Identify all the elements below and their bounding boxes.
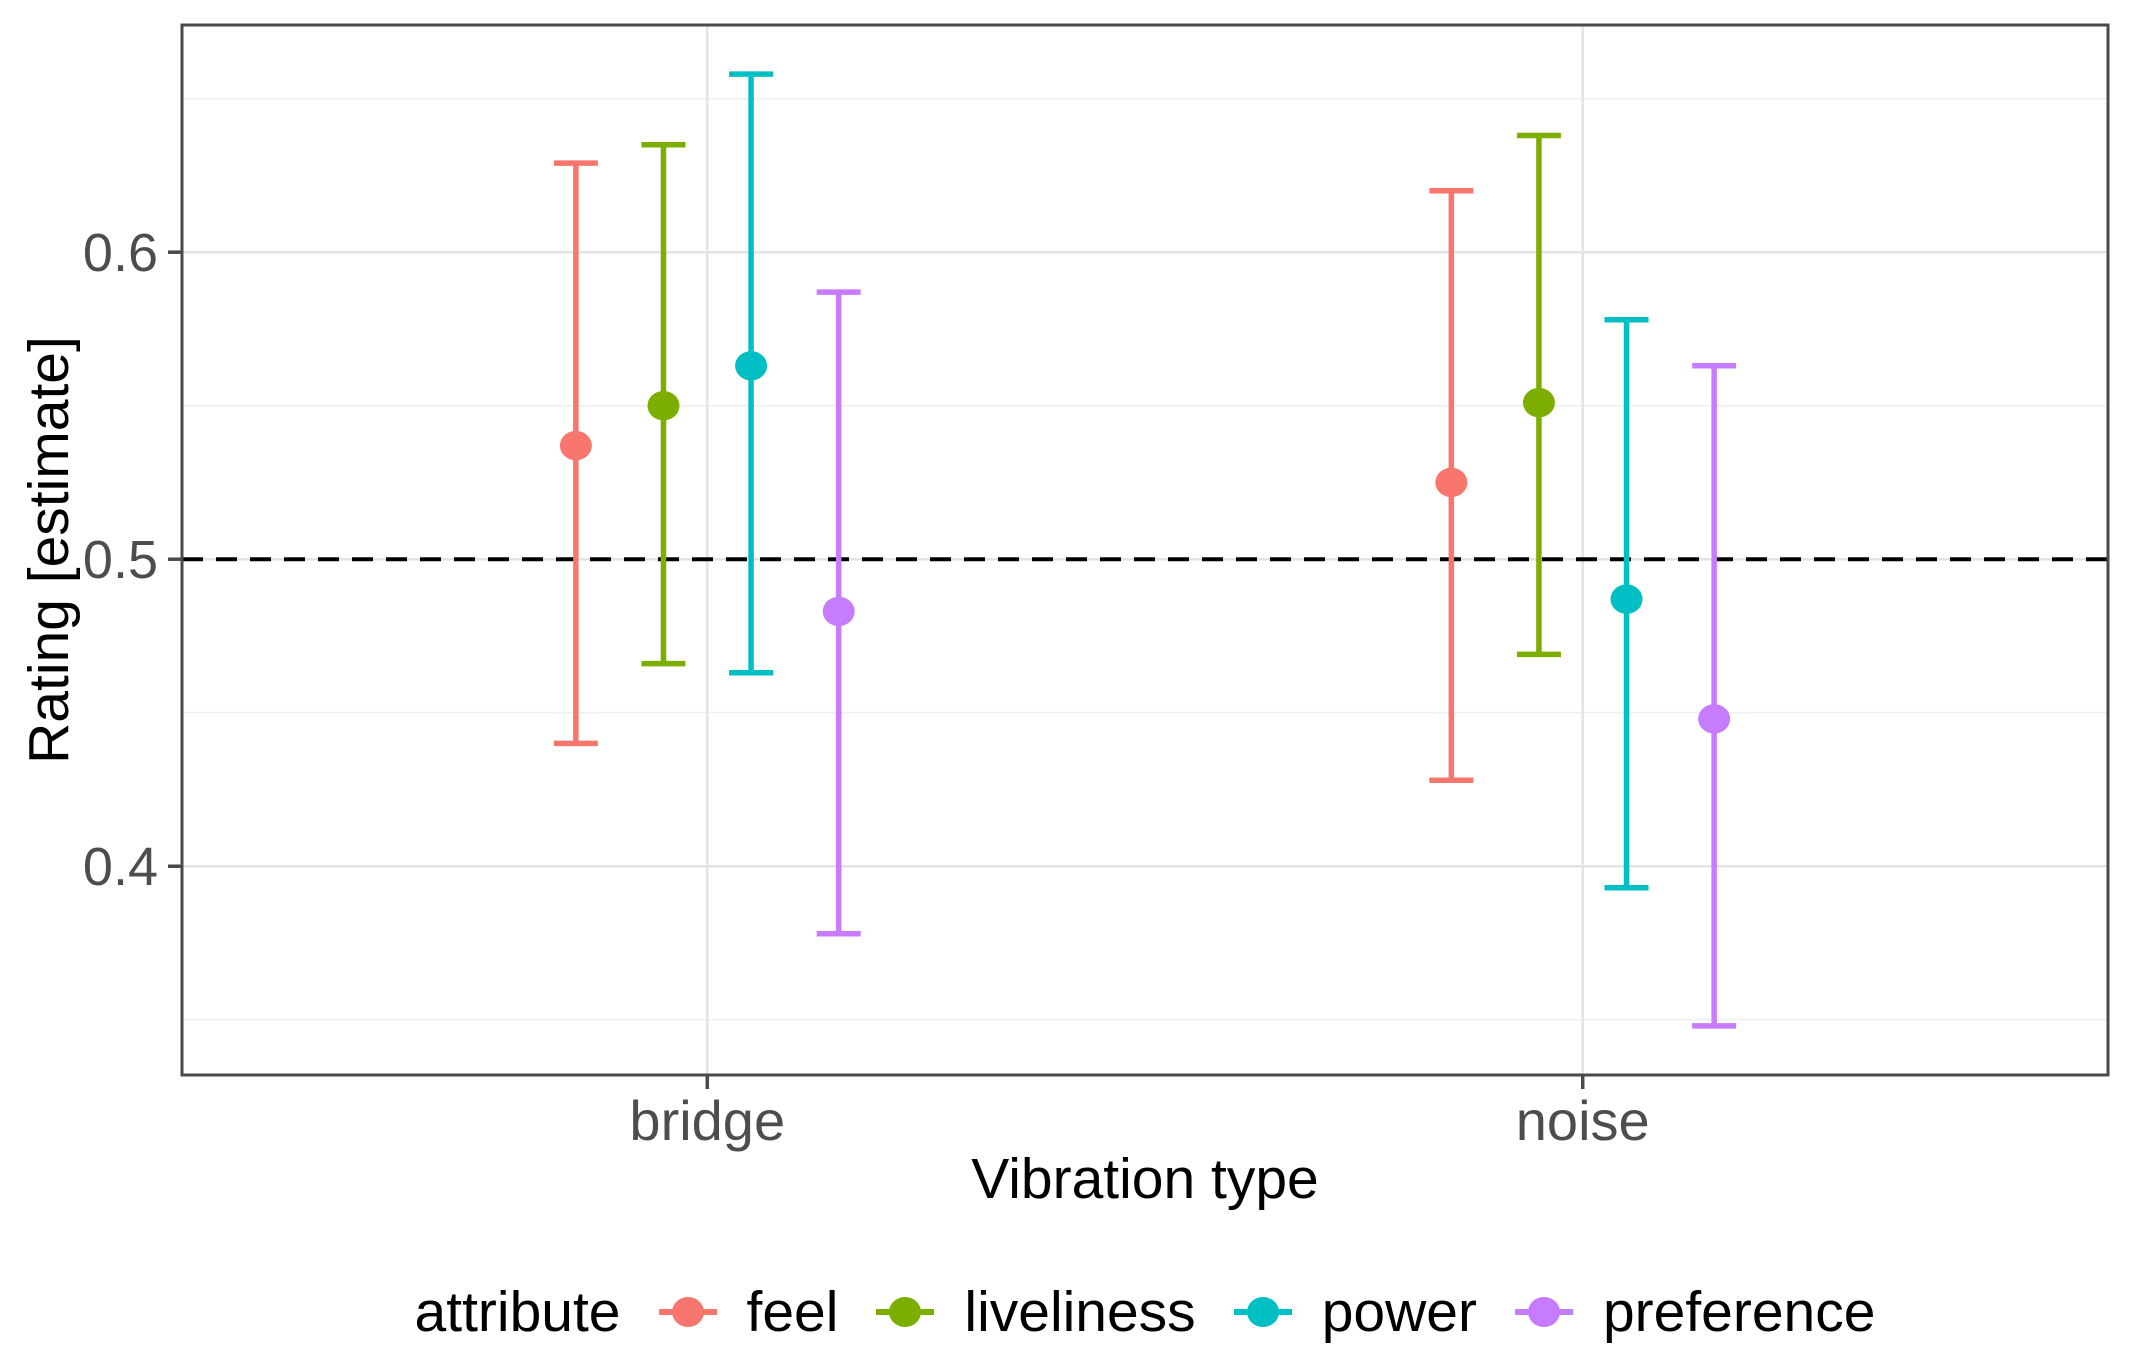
legend-key-pointrange-icon bbox=[1233, 1283, 1292, 1341]
legend-item-liveliness: liveliness bbox=[876, 1279, 1196, 1345]
legend-key-pointrange-icon bbox=[876, 1283, 935, 1341]
y-tick-label: 0.6 bbox=[83, 223, 158, 283]
y-tick-label: 0.5 bbox=[83, 530, 158, 590]
point-bridge-preference bbox=[822, 596, 855, 627]
point-bridge-feel bbox=[559, 430, 592, 461]
x-tick-label-noise: noise bbox=[1516, 1089, 1650, 1152]
legend-key-pointrange-icon bbox=[658, 1283, 717, 1341]
x-axis-title: Vibration type bbox=[971, 1147, 1319, 1211]
y-axis-title: Rating [estimate] bbox=[17, 336, 81, 764]
legend-label: feel bbox=[746, 1280, 839, 1344]
legend-label: power bbox=[1321, 1280, 1477, 1344]
point-bridge-power bbox=[735, 351, 768, 381]
legend-title: attribute bbox=[414, 1280, 621, 1344]
legend: attribute feel liveliness power preference bbox=[182, 1272, 2108, 1352]
legend-key-pointrange-icon bbox=[1514, 1283, 1573, 1341]
legend-item-feel: feel bbox=[658, 1279, 839, 1345]
point-noise-power bbox=[1610, 584, 1643, 614]
point-noise-feel bbox=[1435, 467, 1468, 498]
point-bridge-liveliness bbox=[647, 391, 680, 421]
legend-item-preference: preference bbox=[1514, 1279, 1876, 1345]
y-tick-label: 0.4 bbox=[83, 837, 158, 897]
point-noise-preference bbox=[1698, 704, 1731, 734]
legend-item-power: power bbox=[1233, 1279, 1477, 1345]
point-noise-liveliness bbox=[1522, 387, 1555, 418]
panel-border bbox=[180, 23, 2110, 1077]
legend-label: preference bbox=[1602, 1280, 1876, 1344]
legend-label: liveliness bbox=[964, 1280, 1196, 1344]
x-tick-label-bridge: bridge bbox=[629, 1089, 785, 1152]
